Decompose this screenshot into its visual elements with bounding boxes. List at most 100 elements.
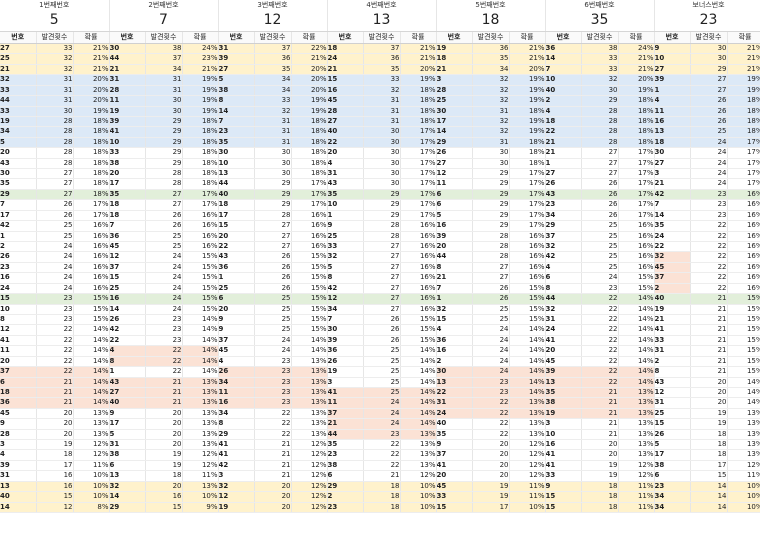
number-cell[interactable]: 31 <box>545 314 582 326</box>
percent-cell[interactable]: 12% <box>291 439 328 451</box>
percent-cell[interactable]: 14% <box>618 356 655 368</box>
number-cell[interactable]: 26 <box>0 251 37 263</box>
number-cell[interactable]: 41 <box>218 439 255 451</box>
count-cell[interactable]: 24 <box>690 158 728 170</box>
number-cell[interactable]: 10 <box>545 429 582 441</box>
percent-cell[interactable]: 14% <box>400 366 437 378</box>
number-cell[interactable]: 21 <box>545 137 582 149</box>
percent-cell[interactable]: 16% <box>73 283 110 295</box>
count-cell[interactable]: 28 <box>363 231 401 243</box>
percent-cell[interactable]: 14% <box>182 314 219 326</box>
number-cell[interactable]: 14 <box>109 491 146 503</box>
count-cell[interactable]: 37 <box>145 53 183 65</box>
percent-cell[interactable]: 15% <box>182 262 219 274</box>
number-cell[interactable]: 18 <box>0 387 37 399</box>
percent-cell[interactable]: 16% <box>727 241 760 253</box>
percent-cell[interactable]: 13% <box>400 460 437 472</box>
percent-cell[interactable]: 21% <box>73 64 110 76</box>
count-cell[interactable]: 30 <box>363 158 401 170</box>
number-cell[interactable]: 32 <box>109 481 146 493</box>
number-cell[interactable]: 20 <box>0 356 37 368</box>
count-cell[interactable]: 29 <box>472 210 510 222</box>
percent-cell[interactable]: 18% <box>182 126 219 138</box>
number-cell[interactable]: 33 <box>109 147 146 159</box>
count-cell[interactable]: 28 <box>145 168 183 180</box>
count-cell[interactable]: 23 <box>145 335 183 347</box>
count-cell[interactable]: 14 <box>690 491 728 503</box>
percent-cell[interactable]: 14% <box>618 293 655 305</box>
percent-cell[interactable]: 12% <box>291 449 328 461</box>
number-cell[interactable]: 34 <box>0 126 37 138</box>
percent-cell[interactable]: 14% <box>291 345 328 357</box>
number-cell[interactable]: 34 <box>545 210 582 222</box>
number-cell[interactable]: 17 <box>109 418 146 430</box>
count-cell[interactable]: 26 <box>690 95 728 107</box>
percent-cell[interactable]: 14% <box>73 397 110 409</box>
count-cell[interactable]: 33 <box>581 64 619 76</box>
number-cell[interactable]: 10 <box>654 53 691 65</box>
percent-cell[interactable]: 13% <box>182 418 219 430</box>
number-cell[interactable]: 4 <box>545 262 582 274</box>
count-cell[interactable]: 22 <box>254 429 292 441</box>
percent-cell[interactable]: 15% <box>182 304 219 315</box>
count-cell[interactable]: 21 <box>690 314 728 326</box>
count-cell[interactable]: 20 <box>690 397 728 409</box>
number-cell[interactable]: 30 <box>654 147 691 159</box>
count-cell[interactable]: 32 <box>472 74 510 86</box>
count-cell[interactable]: 38 <box>145 43 183 55</box>
count-cell[interactable]: 25 <box>145 241 183 253</box>
count-cell[interactable]: 29 <box>145 126 183 138</box>
count-cell[interactable]: 26 <box>363 314 401 326</box>
count-cell[interactable]: 25 <box>363 356 401 368</box>
number-cell[interactable]: 6 <box>545 272 582 284</box>
percent-cell[interactable]: 16% <box>400 251 437 263</box>
number-cell[interactable]: 10 <box>327 199 364 211</box>
number-cell[interactable]: 45 <box>545 356 582 368</box>
percent-cell[interactable]: 17% <box>73 199 110 211</box>
percent-cell[interactable]: 19% <box>509 85 546 97</box>
count-cell[interactable]: 22 <box>690 283 728 295</box>
number-cell[interactable]: 31 <box>109 439 146 451</box>
percent-cell[interactable]: 14% <box>182 324 219 336</box>
count-cell[interactable]: 16 <box>36 481 74 493</box>
count-cell[interactable]: 29 <box>254 199 292 211</box>
count-cell[interactable]: 29 <box>145 137 183 149</box>
count-cell[interactable]: 25 <box>581 262 619 274</box>
percent-cell[interactable]: 17% <box>400 168 437 180</box>
count-cell[interactable]: 31 <box>472 137 510 149</box>
number-cell[interactable]: 20 <box>327 147 364 159</box>
percent-cell[interactable]: 16% <box>400 241 437 253</box>
number-cell[interactable]: 3 <box>327 377 364 388</box>
count-cell[interactable]: 24 <box>690 137 728 149</box>
number-cell[interactable]: 29 <box>327 481 364 493</box>
count-cell[interactable]: 32 <box>472 126 510 138</box>
count-cell[interactable]: 21 <box>581 387 619 399</box>
percent-cell[interactable]: 14% <box>291 335 328 347</box>
percent-cell[interactable]: 16% <box>509 262 546 274</box>
count-cell[interactable]: 21 <box>690 324 728 336</box>
percent-cell[interactable]: 16% <box>727 220 760 232</box>
number-cell[interactable]: 37 <box>218 335 255 347</box>
percent-cell[interactable]: 10% <box>727 491 760 503</box>
percent-cell[interactable]: 20% <box>73 95 110 107</box>
number-cell[interactable]: 11 <box>0 345 37 357</box>
count-cell[interactable]: 22 <box>254 418 292 430</box>
number-cell[interactable]: 5 <box>654 439 691 451</box>
number-cell[interactable]: 4 <box>654 95 691 107</box>
count-cell[interactable]: 21 <box>145 387 183 399</box>
number-cell[interactable]: 3 <box>218 470 255 482</box>
percent-cell[interactable]: 18% <box>291 126 328 138</box>
percent-cell[interactable]: 16% <box>182 210 219 222</box>
number-cell[interactable]: 32 <box>545 241 582 253</box>
number-cell[interactable]: 25 <box>0 53 37 65</box>
percent-cell[interactable]: 14% <box>400 408 437 420</box>
count-cell[interactable]: 14 <box>690 481 728 493</box>
percent-cell[interactable]: 12% <box>73 439 110 451</box>
count-cell[interactable]: 20 <box>254 502 292 514</box>
number-cell[interactable]: 35 <box>109 189 146 201</box>
count-cell[interactable]: 22 <box>36 335 74 347</box>
percent-cell[interactable]: 18% <box>73 147 110 159</box>
number-cell[interactable]: 15 <box>436 502 473 514</box>
number-cell[interactable]: 26 <box>545 178 582 190</box>
count-cell[interactable]: 22 <box>36 324 74 336</box>
